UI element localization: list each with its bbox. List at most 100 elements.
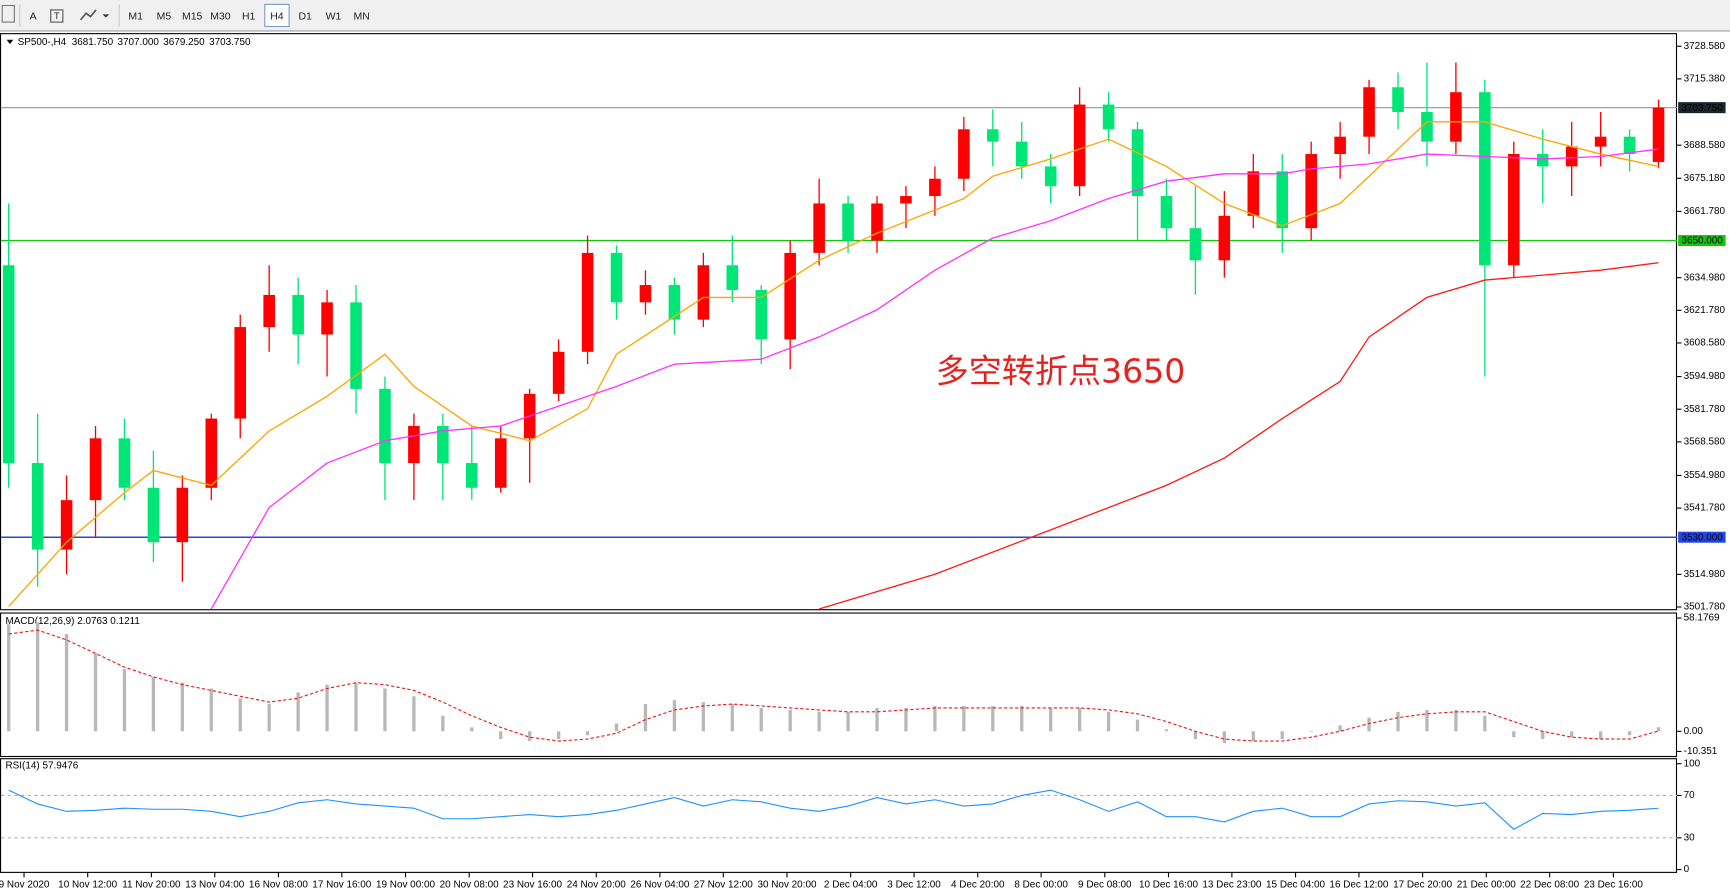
- candle-body: [1305, 154, 1317, 229]
- timeframe-button[interactable]: W1: [326, 11, 342, 22]
- shapes-tool-icon[interactable]: [79, 9, 97, 21]
- main-pane-frame: [0, 33, 1678, 611]
- candle-body: [1623, 136, 1636, 155]
- text-tool-icon[interactable]: [50, 9, 64, 23]
- macd-bar: [846, 711, 850, 732]
- tool-button[interactable]: A: [30, 11, 37, 22]
- ohlc-close: 3703.750: [209, 37, 251, 48]
- timeframe-button[interactable]: M1: [128, 11, 143, 22]
- macd-bar: [180, 682, 185, 732]
- macd-bar: [1251, 731, 1255, 742]
- candle-body: [987, 129, 999, 142]
- rsi-line: [8, 789, 1659, 831]
- timeframe-button[interactable]: MN: [354, 11, 370, 22]
- candle-body: [1479, 92, 1491, 266]
- y-tick-label: 3688.580: [1684, 140, 1726, 151]
- dropdown-arrow[interactable]: [102, 14, 110, 18]
- y-tick-label: 3514.980: [1684, 569, 1726, 580]
- macd-bar: [1049, 707, 1053, 732]
- candle-body: [1073, 104, 1086, 187]
- candle-body: [755, 289, 768, 340]
- candle-body: [379, 388, 391, 464]
- macd-bar: [672, 700, 677, 732]
- candle-body: [1450, 92, 1462, 142]
- y-tick-label: 3675.180: [1684, 173, 1726, 184]
- x-tick-label: 8 Dec 00:00: [1014, 880, 1068, 891]
- moving-average-line: [818, 262, 1659, 610]
- timeframe-button[interactable]: H1: [242, 11, 256, 22]
- x-tick-label: 4 Dec 20:00: [951, 880, 1005, 891]
- candle-body: [1160, 196, 1173, 229]
- candle-body: [89, 438, 102, 501]
- x-tick-label: 16 Nov 08:00: [249, 880, 308, 891]
- macd-bar: [556, 731, 561, 740]
- price-level-label: 3703.750: [1681, 103, 1723, 114]
- macd-bar: [1077, 707, 1082, 732]
- macd-bar: [759, 707, 763, 732]
- macd-bar: [904, 707, 908, 732]
- x-tick-label: 17 Nov 16:00: [312, 880, 371, 891]
- candle-body: [581, 252, 594, 352]
- timeframe-button[interactable]: M15: [182, 11, 203, 22]
- y-tick-label: 3594.980: [1684, 371, 1726, 382]
- y-tick-label: 0: [1684, 864, 1690, 875]
- timeframe-button[interactable]: D1: [298, 11, 312, 22]
- macd-bar: [151, 676, 156, 732]
- candle-body: [1102, 104, 1115, 130]
- candle-body: [929, 178, 941, 197]
- candle-body: [1044, 166, 1057, 187]
- macd-title: MACD(12,26,9) 2.0763 0.1211: [6, 616, 141, 627]
- candle-body: [263, 294, 275, 328]
- candle-body: [697, 265, 710, 320]
- x-tick-label: 30 Nov 20:00: [757, 880, 816, 891]
- y-tick-label: 3621.780: [1684, 305, 1726, 316]
- candle-body: [1218, 215, 1231, 261]
- x-tick-label: 2 Dec 04:00: [824, 880, 878, 891]
- x-tick-label: 19 Nov 00:00: [376, 880, 435, 891]
- candle-body: [726, 265, 739, 290]
- y-tick-label: 3715.380: [1684, 74, 1726, 85]
- candle-body: [350, 302, 362, 389]
- toolbar-background: [0, 0, 1730, 31]
- y-tick-label: 100: [1684, 758, 1701, 769]
- timeframe-button[interactable]: M30: [210, 11, 231, 22]
- candle-body: [466, 463, 478, 488]
- x-tick-label: 24 Nov 20:00: [567, 880, 626, 891]
- candle-body: [900, 196, 912, 204]
- candle-body: [1276, 171, 1289, 229]
- macd-bar: [991, 706, 995, 732]
- x-tick-label: 23 Dec 16:00: [1584, 880, 1643, 891]
- candle-body: [1392, 87, 1404, 112]
- macd-bar: [962, 706, 966, 732]
- price-level-label: 3530.000: [1681, 532, 1723, 543]
- macd-bar: [1454, 709, 1458, 732]
- y-tick-label: 70: [1684, 790, 1696, 801]
- macd-bar: [1106, 711, 1111, 732]
- y-tick-label: 30: [1684, 832, 1696, 843]
- macd-bar: [122, 669, 127, 732]
- candle-body: [1247, 171, 1260, 216]
- macd-bar: [1396, 711, 1400, 732]
- ohlc-open: 3681.750: [72, 37, 114, 48]
- timeframe-button[interactable]: M5: [157, 11, 172, 22]
- symbol-menu-arrow[interactable]: [6, 39, 14, 45]
- macd-bar: [383, 688, 387, 732]
- x-tick-label: 13 Dec 23:00: [1202, 880, 1261, 891]
- timeframe-button[interactable]: H4: [270, 11, 284, 22]
- main-header: SP500-,H4 3681.750 3707.000 3679.250 3703.75…: [18, 37, 251, 48]
- macd-bar: [1425, 709, 1429, 732]
- candle-body: [1421, 111, 1433, 142]
- x-tick-label: 9 Dec 08:00: [1078, 880, 1132, 891]
- macd-bar: [1338, 725, 1342, 732]
- candle-body: [1652, 107, 1665, 163]
- candle-body: [871, 203, 883, 241]
- candle-body: [813, 203, 825, 253]
- macd-bar: [1222, 731, 1227, 743]
- cursor-tool-icon[interactable]: [1, 4, 15, 23]
- macd-bar: [1570, 731, 1574, 738]
- y-tick-label: 3581.780: [1684, 404, 1726, 415]
- candle-body: [118, 438, 131, 488]
- candle-body: [1594, 136, 1607, 147]
- moving-average-line: [210, 148, 1659, 610]
